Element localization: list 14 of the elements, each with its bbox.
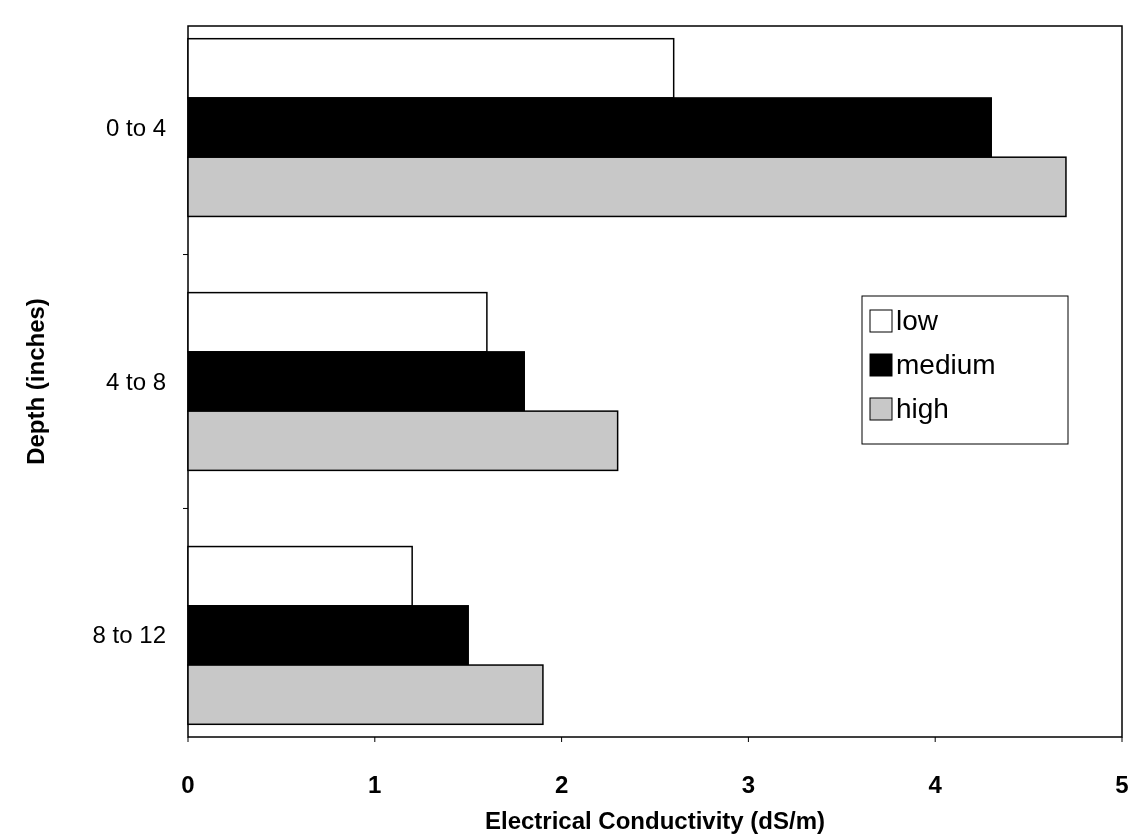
y-tick-label: 0 to 4 [105, 113, 166, 141]
legend-label: high [896, 393, 949, 424]
x-tick-label: 2 [554, 771, 569, 798]
x-tick-label: 1 [368, 771, 382, 798]
x-tick-label: 0 [181, 771, 195, 798]
y-tick-label: 4 to 8 [105, 367, 166, 395]
x-axis-title: Electrical Conductivity (dS/m) [484, 807, 826, 834]
x-tick-label: 4 [928, 771, 943, 798]
legend-label: low [896, 305, 939, 336]
x-tick-label: 5 [1115, 771, 1129, 798]
y-tick-label: 8 to 12 [92, 621, 166, 649]
y-axis-title: Depth (inches) [22, 298, 49, 465]
x-tick-label: 3 [741, 771, 756, 798]
legend-label: medium [896, 349, 996, 380]
